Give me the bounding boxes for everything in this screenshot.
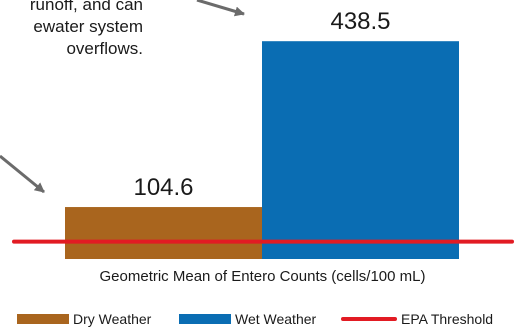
annotation-line-2: ewater system bbox=[33, 17, 143, 36]
legend-swatch-dry-weather bbox=[17, 314, 69, 324]
value-label-wet-weather: 438.5 bbox=[330, 8, 390, 35]
legend-item-epa-threshold: EPA Threshold bbox=[341, 310, 493, 328]
bar-dry-weather bbox=[65, 207, 262, 259]
bars-group bbox=[65, 41, 459, 260]
legend-swatch-epa-threshold bbox=[341, 317, 397, 321]
annotation-arrow-left bbox=[0, 154, 45, 194]
legend: Dry Weather Wet Weather EPA Threshold bbox=[0, 310, 525, 328]
annotation-text: runoff, and can ewater system overflows. bbox=[0, 0, 143, 60]
value-label-dry-weather: 104.6 bbox=[133, 174, 193, 201]
bar-wet-weather bbox=[262, 41, 459, 260]
legend-item-wet-weather: Wet Weather bbox=[179, 310, 316, 328]
legend-label-dry-weather: Dry Weather bbox=[73, 311, 152, 327]
legend-label-epa-threshold: EPA Threshold bbox=[401, 311, 494, 327]
value-labels-group: 104.6 438.5 bbox=[133, 8, 390, 201]
x-axis-label: Geometric Mean of Entero Counts (cells/1… bbox=[99, 268, 426, 285]
annotation-arrow-top bbox=[196, 0, 245, 17]
legend-label-wet-weather: Wet Weather bbox=[235, 311, 317, 327]
legend-item-dry-weather: Dry Weather bbox=[17, 310, 151, 328]
annotation-line-1: runoff, and can bbox=[29, 0, 143, 14]
annotation-line-3: overflows. bbox=[66, 39, 143, 58]
legend-swatch-wet-weather bbox=[179, 314, 231, 324]
